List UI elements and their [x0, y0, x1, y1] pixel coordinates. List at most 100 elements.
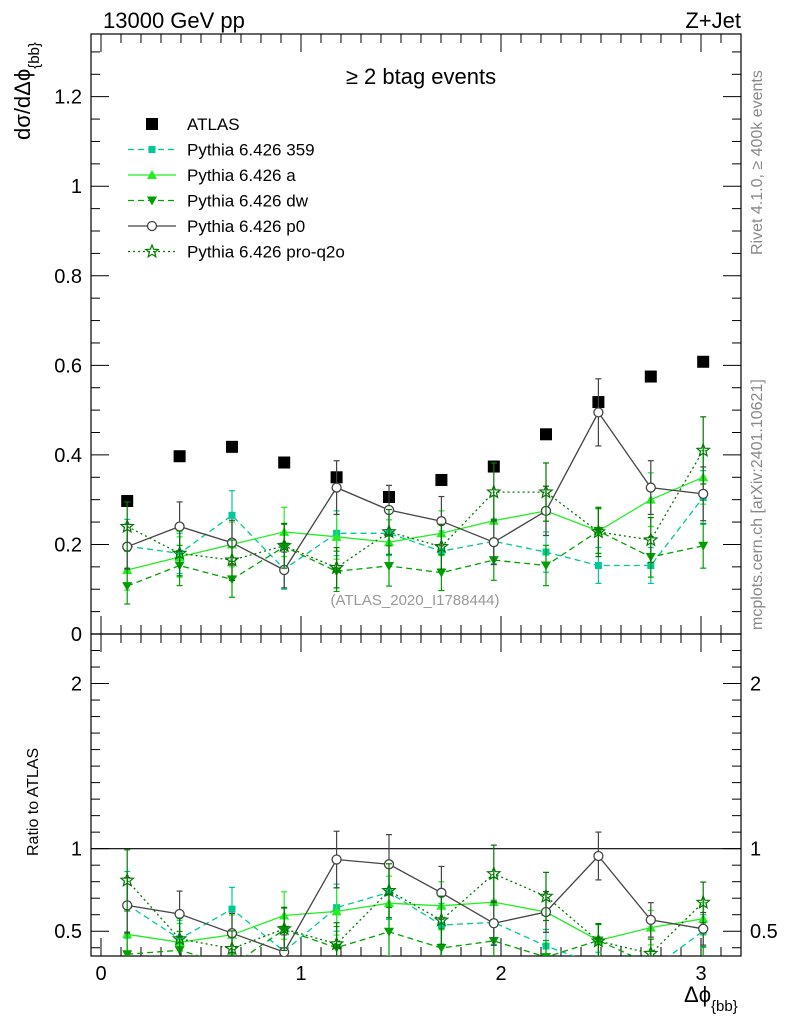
data-point	[643, 531, 659, 547]
svg-text:dσ/dΔϕ{bb}: dσ/dΔϕ{bb}	[10, 42, 43, 140]
data-point	[224, 551, 240, 567]
series-line	[127, 497, 704, 570]
legend-label: Pythia 6.426 pro-q2o	[187, 243, 345, 262]
ratio-data-point	[486, 865, 502, 881]
data-point	[433, 538, 450, 554]
ratio-data-point	[643, 945, 659, 956]
data-point	[381, 523, 397, 539]
ratio-series-line	[126, 873, 704, 955]
ratio-series-pythia-6-426-a	[122, 875, 709, 956]
main-series-layer	[119, 355, 711, 605]
legend-item: Pythia 6.426 a	[128, 166, 296, 185]
series-pythia-6-426-pro-q2o	[119, 416, 711, 589]
series-pythia-6-426-359	[123, 469, 707, 590]
header-right-title: Z+Jet	[685, 8, 741, 33]
y-tick-label: 0.8	[54, 266, 82, 288]
ratio-data-point	[381, 882, 397, 898]
x-tick-label: 1	[295, 963, 306, 985]
data-point	[695, 442, 711, 458]
ratio-tick-label-right: 2	[750, 674, 761, 696]
ratio-data-point	[171, 930, 188, 946]
ratio-data-point	[227, 962, 237, 971]
data-point	[698, 488, 709, 500]
ratio-series-pythia-6-426-359	[123, 864, 707, 969]
ratio-tick-label-right: 0.5	[750, 921, 778, 943]
ratio-series-layer	[119, 830, 711, 971]
series-atlas	[121, 355, 710, 508]
data-point	[540, 428, 552, 441]
legend-item: Pythia 6.426 dw	[128, 192, 309, 211]
mcplots-label-text: mcplots.cern.ch [arXiv:2401.10621]	[749, 379, 766, 630]
data-point	[435, 473, 448, 486]
data-point	[541, 561, 551, 571]
x-axis-label: Δϕ{bb}	[684, 982, 738, 1015]
ratio-data-point	[595, 962, 602, 969]
ratio-y-axis-label-text: Ratio to ATLAS	[25, 748, 42, 856]
legend-label: Pythia 6.426 a	[187, 166, 296, 185]
y-tick-label: 0.2	[54, 534, 82, 556]
data-point	[331, 531, 342, 541]
ratio-data-point	[122, 950, 133, 956]
ratio-data-point	[590, 932, 607, 948]
ratio-data-point	[433, 912, 450, 927]
ratio-series-line	[127, 928, 634, 956]
ratio-series-line	[127, 855, 704, 953]
ratio-data-point	[228, 905, 236, 913]
ratio-data-point	[331, 854, 342, 865]
series-line	[126, 411, 704, 571]
data-point	[594, 561, 602, 569]
data-point	[226, 440, 238, 453]
series-pythia-6-426-p0	[122, 378, 709, 589]
data-point	[538, 483, 554, 499]
ratio-series-pythia-6-426-p0	[122, 830, 709, 956]
series-line	[126, 530, 704, 587]
ratio-data-point	[541, 953, 551, 956]
y-axis-label-sub: {bb}	[26, 42, 43, 69]
legend-label: Pythia 6.426 p0	[187, 217, 305, 236]
y-tick-label: 0.4	[54, 445, 82, 467]
legend-label: ATLAS	[187, 115, 240, 134]
data-point	[645, 482, 656, 493]
data-point	[331, 482, 342, 493]
y-tick-label: 0.6	[54, 355, 82, 377]
ratio-data-point	[593, 850, 604, 862]
ratio-series-pythia-6-426-dw	[122, 906, 707, 971]
legend-item: Pythia 6.426 pro-q2o	[128, 243, 345, 262]
data-point	[488, 537, 499, 548]
ratio-plot-frame	[90, 633, 742, 957]
data-point	[278, 456, 291, 469]
watermark: (ATLAS_2020_I1788444)	[330, 592, 499, 609]
ratio-data-point	[645, 914, 656, 926]
legend-label: Pythia 6.426 dw	[187, 192, 309, 211]
ratio-data-point	[328, 935, 345, 951]
x-tick-label: 3	[695, 963, 706, 985]
data-point	[593, 407, 604, 418]
series-pythia-6-426-dw	[122, 508, 709, 605]
ratio-data-point	[646, 960, 656, 969]
x-tick-label: 2	[495, 963, 506, 985]
y-axis-label: dσ/dΔϕ{bb}	[10, 42, 43, 140]
data-point	[644, 370, 657, 383]
header-left-title: 13000 GeV pp	[103, 8, 245, 33]
ratio-data-point	[276, 920, 292, 936]
ratio-data-point	[119, 872, 135, 887]
rivet-label-text: Rivet 4.1.0, ≥ 400k events	[749, 70, 766, 255]
data-point	[174, 521, 185, 532]
data-point	[122, 582, 133, 592]
data-point	[228, 511, 236, 519]
ratio-data-point	[224, 940, 240, 956]
data-point	[328, 559, 345, 575]
ratio-data-point	[488, 918, 499, 929]
legend-label: Pythia 6.426 359	[187, 141, 315, 160]
ratio-tick-label: 1	[71, 839, 82, 861]
main-axes: 0 0.2 0.4 0.6 0.8 1 1.2	[54, 34, 741, 646]
data-point	[119, 518, 135, 534]
series-line	[127, 476, 704, 571]
legend-marker	[147, 170, 157, 179]
data-point	[698, 541, 709, 551]
data-point	[436, 568, 447, 578]
x-axis-label-text: Δϕ	[684, 982, 711, 1007]
legend: ATLAS Pythia 6.426 359 Pythia 6.426 a Pythi…	[128, 115, 345, 262]
ratio-data-point	[695, 894, 711, 910]
data-point	[384, 561, 394, 571]
